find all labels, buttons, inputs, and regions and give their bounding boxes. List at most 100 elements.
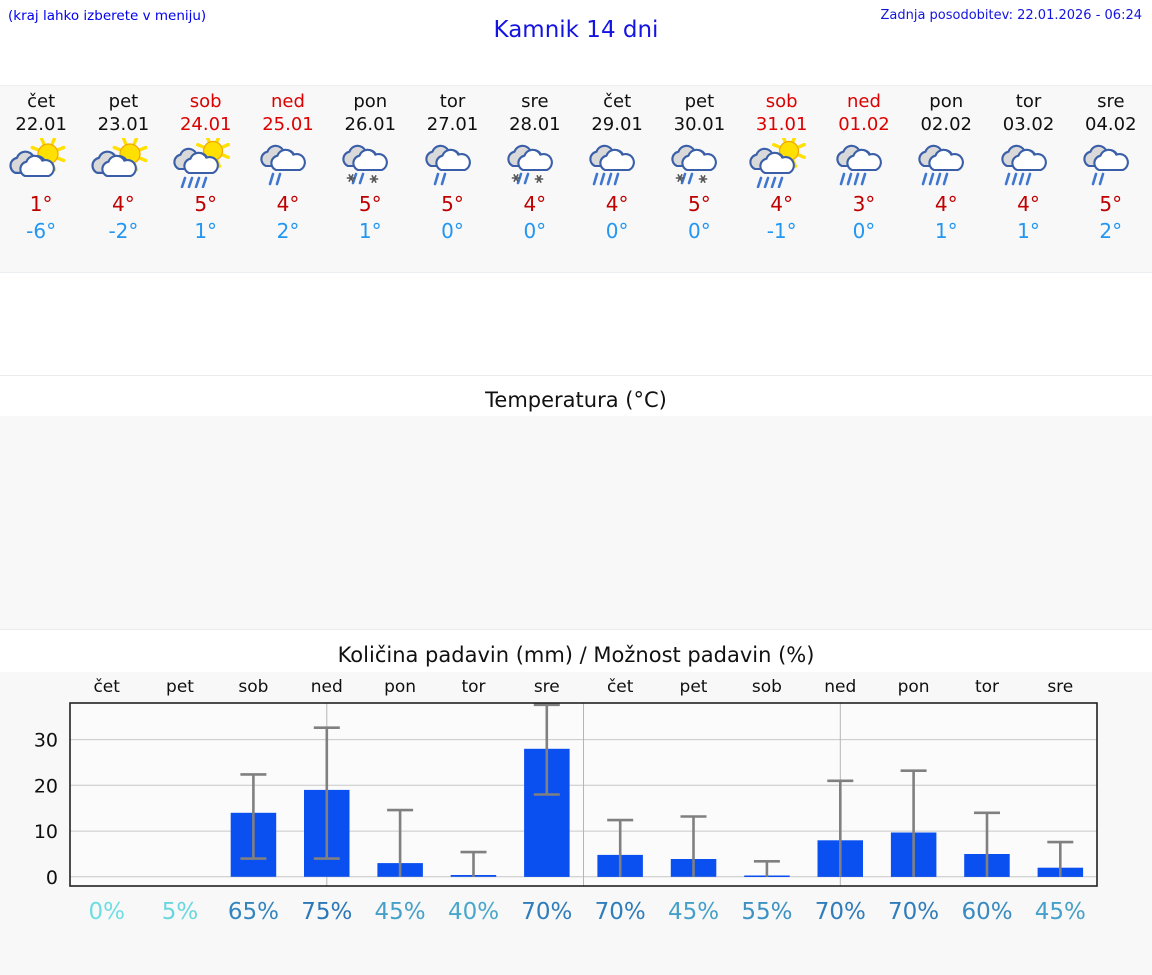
day-max-temp: 4° <box>112 192 135 216</box>
svg-text:sob: sob <box>238 677 268 697</box>
day-min-temp: 1° <box>934 219 958 243</box>
day-of-week: sre <box>1097 91 1125 112</box>
svg-text:45%: 45% <box>668 899 719 925</box>
day-min-temp: 0° <box>688 219 711 243</box>
svg-text:pet: pet <box>680 677 708 697</box>
day-max-temp: 5° <box>1099 192 1123 216</box>
day-column[interactable]: ned 01.02 3° 0° <box>823 86 905 272</box>
svg-text:70%: 70% <box>815 899 866 925</box>
svg-text:tor: tor <box>461 677 485 697</box>
svg-text:0: 0 <box>46 867 58 889</box>
day-column[interactable]: čet 22.01 1° -6° <box>0 86 82 272</box>
svg-text:ned: ned <box>824 677 856 697</box>
day-column[interactable]: pet 23.01 4° -2° <box>82 86 164 272</box>
svg-text:pon: pon <box>898 677 930 697</box>
svg-text:pon: pon <box>384 677 416 697</box>
day-date: 28.01 <box>509 114 561 135</box>
day-column[interactable]: ned 25.01 4° 2° <box>247 86 329 272</box>
svg-text:sre: sre <box>534 677 560 697</box>
location-menu-note[interactable]: (kraj lahko izberete v meniju) <box>8 8 207 24</box>
day-column[interactable]: sre 04.02 5° 2° <box>1070 86 1152 272</box>
day-of-week: tor <box>1015 91 1042 112</box>
cloud-rain-icon <box>251 138 325 188</box>
svg-text:45%: 45% <box>375 899 426 925</box>
daily-forecast-strip: čet 22.01 1° -6° pet 23.01 4° -2° sob 24.01 5° 1… <box>0 85 1152 273</box>
day-of-week: čet <box>27 91 56 112</box>
sun-cloud-icon <box>4 138 78 188</box>
page-header: (kraj lahko izberete v meniju) Kamnik 14… <box>0 0 1152 85</box>
day-date: 22.01 <box>15 114 67 135</box>
last-update-text: Zadnja posodobitev: 22.01.2026 - 06:24 <box>880 8 1142 23</box>
day-max-temp: 1° <box>29 192 53 216</box>
precipitation-chart-panel: Količina padavin (mm) / Možnost padavin … <box>0 638 1152 975</box>
day-date: 23.01 <box>97 114 150 135</box>
day-min-temp: 1° <box>1017 219 1040 243</box>
svg-text:70%: 70% <box>595 899 646 925</box>
day-date: 31.01 <box>755 114 808 135</box>
svg-text:0%: 0% <box>88 899 125 925</box>
day-of-week: sob <box>189 91 222 112</box>
svg-text:45%: 45% <box>1035 899 1086 925</box>
temperature-chart-svg: 50−5−10 <box>0 376 1152 631</box>
day-of-week: pon <box>929 91 964 112</box>
day-min-temp: 0° <box>523 219 547 243</box>
temperature-chart-title: Temperatura (°C) <box>485 388 667 412</box>
day-max-temp: 5° <box>358 192 382 216</box>
temperature-title-band <box>0 376 1152 416</box>
day-column[interactable]: pon 26.01 5° 1° <box>329 86 411 272</box>
day-min-temp: 1° <box>358 219 382 243</box>
day-max-temp: 4° <box>276 192 300 216</box>
day-date: 30.01 <box>673 114 726 135</box>
day-max-temp: 5° <box>441 192 464 216</box>
day-column[interactable]: tor 03.02 4° 1° <box>987 86 1069 272</box>
precipitation-chart-svg: 0 10 20 30 čet pet sob ned pon tor sre čet pet sob ned… <box>34 677 1098 925</box>
day-of-week: ned <box>846 91 881 112</box>
day-column[interactable]: čet 29.01 4° 0° <box>576 86 658 272</box>
day-date: 29.01 <box>591 114 643 135</box>
day-date: 26.01 <box>344 114 397 135</box>
day-column[interactable]: pon 02.02 4° 1° <box>905 86 987 272</box>
cloud-heavy-rain-icon <box>909 138 983 188</box>
day-date: 04.02 <box>1085 114 1137 135</box>
day-min-temp: 2° <box>276 219 300 243</box>
day-of-week: pon <box>353 91 388 112</box>
day-column[interactable]: sre 28.01 4° 0° <box>494 86 576 272</box>
svg-text:sob: sob <box>752 677 782 697</box>
cloud-heavy-rain-icon <box>827 138 901 188</box>
sun-cloud-icon <box>86 138 160 188</box>
cloud-rain-snow-icon <box>498 138 572 188</box>
day-column[interactable]: sob 31.01 4° -1° <box>741 86 823 272</box>
cloud-rain-icon <box>1074 138 1148 188</box>
day-min-temp: 1° <box>194 219 218 243</box>
svg-text:75%: 75% <box>301 899 352 925</box>
day-of-week: sre <box>521 91 549 112</box>
day-min-temp: -1° <box>766 219 797 243</box>
day-column[interactable]: sob 24.01 5° 1° <box>165 86 247 272</box>
day-max-temp: 4° <box>1017 192 1040 216</box>
sun-cloud-rain-icon <box>745 138 819 188</box>
day-of-week: tor <box>439 91 466 112</box>
day-min-temp: 0° <box>441 219 464 243</box>
day-min-temp: 0° <box>605 219 629 243</box>
day-column[interactable]: tor 27.01 5° 0° <box>411 86 493 272</box>
precipitation-title-band <box>0 638 1152 672</box>
day-max-temp: 4° <box>605 192 629 216</box>
day-column[interactable]: pet 30.01 5° 0° <box>658 86 740 272</box>
svg-text:30: 30 <box>34 730 58 752</box>
day-of-week: pet <box>108 91 139 112</box>
temperature-chart-panel: Temperatura (°C) 50−5−10 © vreme.us & vr… <box>0 375 1152 861</box>
day-min-temp: 2° <box>1099 219 1123 243</box>
day-of-week: pet <box>684 91 715 112</box>
day-min-temp: -6° <box>26 219 57 243</box>
svg-text:sre: sre <box>1047 677 1073 697</box>
precipitation-chart-title: Količina padavin (mm) / Možnost padavin … <box>337 643 815 667</box>
cloud-rain-icon <box>416 138 490 188</box>
day-of-week: čet <box>603 91 632 112</box>
svg-text:pet: pet <box>166 677 194 697</box>
svg-text:40%: 40% <box>448 899 499 925</box>
svg-text:20: 20 <box>34 775 58 797</box>
svg-text:10: 10 <box>34 821 58 843</box>
day-min-temp: -2° <box>108 219 139 243</box>
cloud-heavy-rain-icon <box>992 138 1066 188</box>
